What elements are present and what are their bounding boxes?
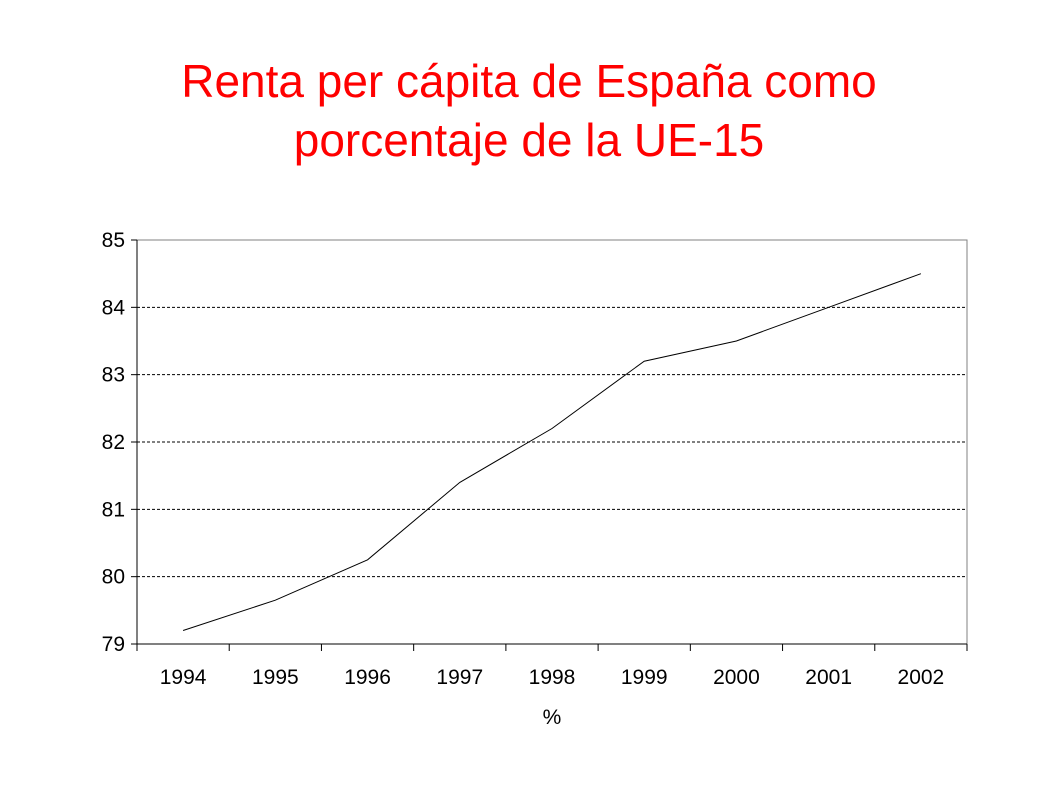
y-tick-label-79: 79 [102, 633, 125, 656]
slide-title-line-1: Renta per cápita de España como [181, 55, 877, 107]
y-tick-label-85: 85 [102, 229, 125, 252]
x-tick-label-1997: 1997 [436, 666, 483, 689]
x-tick-label-2001: 2001 [805, 666, 852, 689]
x-tick-label-1998: 1998 [529, 666, 576, 689]
y-tick-label-83: 83 [102, 364, 125, 387]
gridlines [137, 306, 967, 578]
x-tick-label-2002: 2002 [898, 666, 945, 689]
x-tick-label-1999: 1999 [621, 666, 668, 689]
axes [131, 239, 968, 651]
x-axis-label: % [543, 706, 562, 729]
y-tick-label-82: 82 [102, 431, 125, 454]
series-lines [182, 273, 922, 631]
y-tick-labels: 79 80 81 82 83 84 85 [102, 229, 126, 656]
y-tick-label-80: 80 [102, 566, 125, 589]
x-tick-labels: 1994 1995 1996 1997 1998 1999 2000 2001 2002 [160, 666, 944, 689]
y-tick-label-84: 84 [102, 296, 126, 319]
x-tick-label-1994: 1994 [160, 666, 207, 689]
y-tick-label-81: 81 [102, 498, 125, 521]
x-tick-label-1995: 1995 [252, 666, 299, 689]
series-line-0 [182, 273, 922, 631]
slide-title-line-2: porcentaje de la UE-15 [293, 114, 765, 166]
x-tick-label-2000: 2000 [713, 666, 760, 689]
slide-title: Renta per cápita de España como porcenta… [0, 52, 1058, 170]
x-tick-label-1996: 1996 [344, 666, 391, 689]
